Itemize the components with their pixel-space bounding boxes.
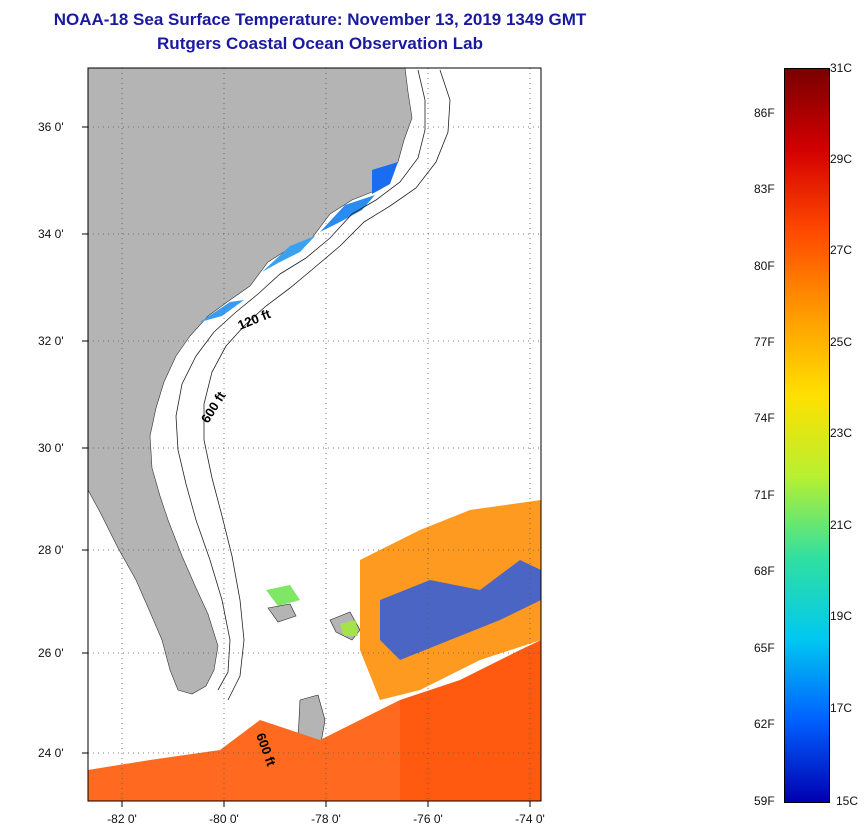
contour-600ft: [203, 69, 451, 701]
colorbar-fahrenheit-label: 86F: [754, 106, 775, 120]
colorbar-fahrenheit-label: 65F: [754, 641, 775, 655]
lat-tick-label: 24 0': [38, 746, 64, 760]
map-frame: [87, 67, 542, 802]
lon-tick-label: -80 0': [209, 812, 239, 826]
coastal-cold-water: [372, 162, 398, 194]
lon-tick-label: -74 0': [515, 812, 545, 826]
colorbar-celsius-label: 19C: [830, 609, 853, 623]
colorbar-fahrenheit-label: 71F: [754, 488, 775, 502]
coastal-cold-water: [320, 195, 375, 232]
sst-hot-band: [88, 700, 400, 801]
colorbar-gradient: [784, 68, 830, 803]
colorbar-celsius-label: 21C: [830, 518, 853, 532]
lat-tick-label: 26 0': [38, 646, 64, 660]
graticule: [88, 68, 541, 801]
contour-120ft: [175, 69, 426, 691]
tick-marks: [82, 126, 531, 807]
colorbar-celsius-label: 29C: [830, 152, 853, 166]
lat-tick-label: 34 0': [38, 227, 64, 241]
sst-cool-band: [380, 560, 541, 660]
lat-tick-label: 32 0': [38, 334, 64, 348]
lat-tick-label: 28 0': [38, 543, 64, 557]
coastal-cold-water: [200, 300, 244, 322]
colorbar-fahrenheit-label: 80F: [754, 259, 775, 273]
lon-tick-label: -76 0': [413, 812, 443, 826]
lon-tick-label: -82 0': [107, 812, 137, 826]
bahamas-island: [267, 603, 297, 623]
map-subtitle: Rutgers Coastal Ocean Observation Lab: [157, 34, 483, 53]
sst-green-patch: [266, 585, 300, 606]
colorbar-fahrenheit-label: 68F: [754, 564, 775, 578]
colorbar-celsius-label: 15C: [836, 794, 859, 808]
colorbar-fahrenheit-label: 59F: [754, 794, 775, 808]
lat-tick-label: 30 0': [38, 441, 64, 455]
colorbar-celsius-label: 31C: [830, 61, 853, 75]
colorbar-celsius-label: 25C: [830, 335, 853, 349]
lat-tick-label: 36 0': [38, 120, 64, 134]
sst-map: 36 0' 34 0' 32 0' 30 0' 28 0' 26 0' 24 0…: [38, 67, 545, 826]
colorbar-celsius-label: 17C: [830, 701, 853, 715]
colorbar-fahrenheit-label: 62F: [754, 717, 775, 731]
colorbar-fahrenheit-label: 83F: [754, 182, 775, 196]
map-title: NOAA-18 Sea Surface Temperature: Novembe…: [53, 10, 587, 29]
colorbar-celsius-label: 23C: [830, 426, 853, 440]
colorbar-fahrenheit-label: 74F: [754, 411, 775, 425]
sst-hot-band: [400, 640, 541, 801]
lon-tick-label: -78 0': [311, 812, 341, 826]
sst-green-patch: [340, 620, 358, 636]
colorbar-celsius-label: 27C: [830, 243, 853, 257]
colorbar: 31C 29C 27C 25C 23C 21C 19C 17C 15C 86F …: [740, 60, 865, 820]
colorbar-fahrenheit-label: 77F: [754, 335, 775, 349]
coastal-cold-water: [262, 236, 315, 272]
